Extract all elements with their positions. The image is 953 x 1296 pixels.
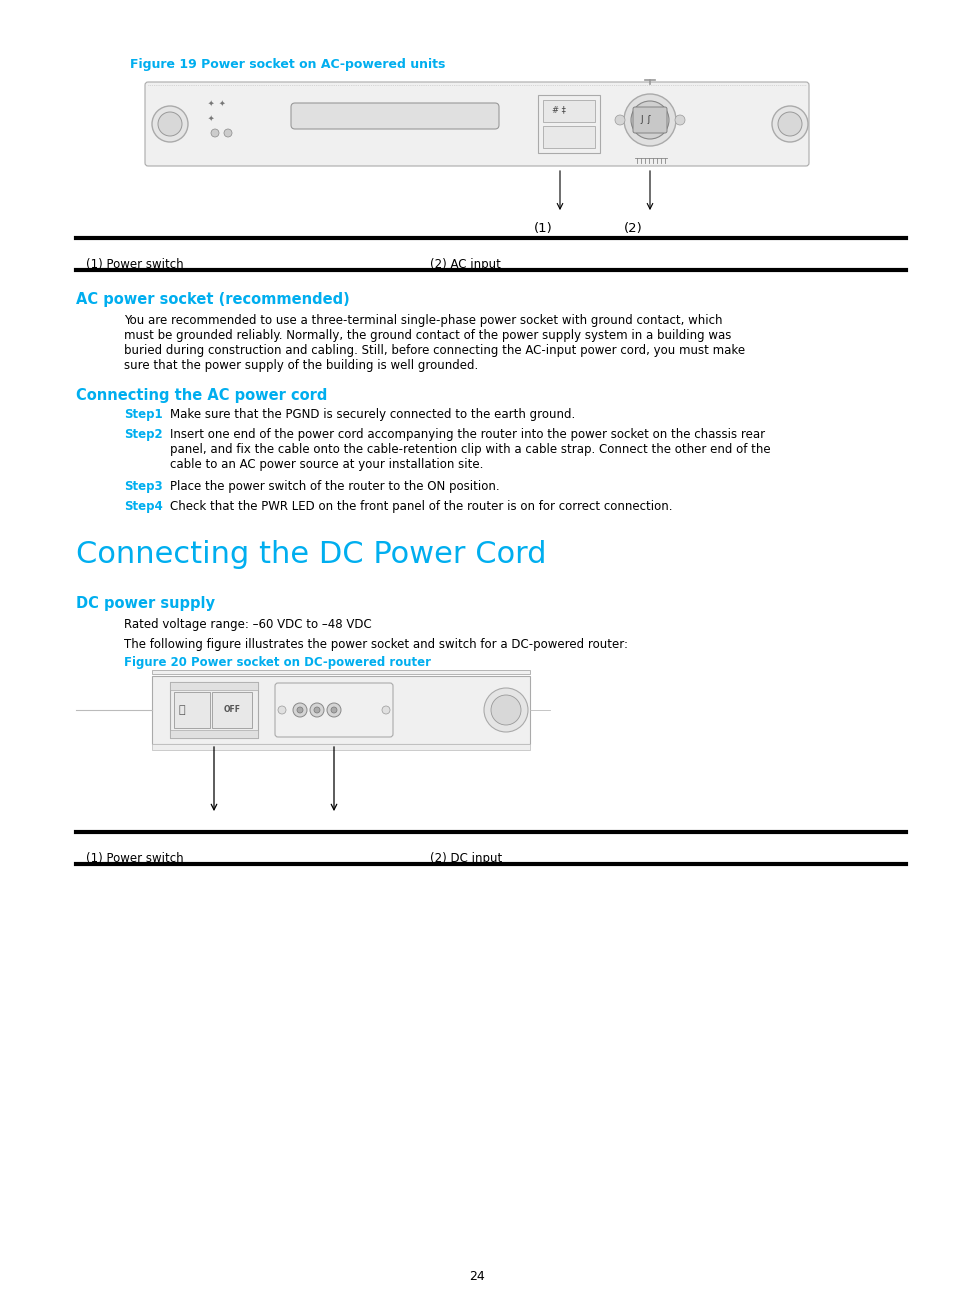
Circle shape: [381, 706, 390, 714]
Bar: [170, 730, 257, 737]
Circle shape: [771, 106, 807, 143]
Circle shape: [675, 115, 684, 124]
FancyBboxPatch shape: [274, 683, 393, 737]
Bar: [212, 692, 252, 728]
Text: Step1: Step1: [124, 408, 162, 421]
Text: OFF: OFF: [223, 705, 240, 714]
Circle shape: [224, 130, 232, 137]
Circle shape: [327, 702, 340, 717]
Circle shape: [483, 688, 527, 732]
FancyBboxPatch shape: [291, 102, 498, 130]
Text: Connecting the DC Power Cord: Connecting the DC Power Cord: [76, 540, 546, 569]
Text: DC power supply: DC power supply: [76, 596, 214, 610]
Circle shape: [152, 106, 188, 143]
Bar: [152, 670, 530, 674]
Text: Connecting the AC power cord: Connecting the AC power cord: [76, 388, 327, 403]
Circle shape: [293, 702, 307, 717]
Bar: [152, 677, 530, 744]
Circle shape: [296, 708, 303, 713]
Bar: [152, 744, 530, 750]
Text: ⏻: ⏻: [178, 705, 185, 715]
Text: Figure 19 Power socket on AC-powered units: Figure 19 Power socket on AC-powered uni…: [130, 58, 445, 71]
Text: Place the power switch of the router to the ON position.: Place the power switch of the router to …: [170, 480, 499, 492]
Text: ✦: ✦: [208, 114, 214, 123]
Text: AC power socket (recommended): AC power socket (recommended): [76, 292, 350, 307]
Text: (1): (1): [534, 222, 552, 235]
Text: Check that the PWR LED on the front panel of the router is on for correct connec: Check that the PWR LED on the front pane…: [170, 500, 672, 513]
Text: Step3: Step3: [124, 480, 162, 492]
Circle shape: [615, 115, 624, 124]
Circle shape: [491, 695, 520, 724]
Circle shape: [314, 708, 319, 713]
Text: ✦  ✦: ✦ ✦: [208, 98, 225, 108]
Circle shape: [211, 130, 219, 137]
Text: (1) Power switch: (1) Power switch: [86, 851, 183, 864]
Text: You are recommended to use a three-terminal single-phase power socket with groun: You are recommended to use a three-termi…: [124, 314, 744, 372]
Bar: [170, 682, 257, 689]
Circle shape: [331, 708, 336, 713]
Text: Step2: Step2: [124, 428, 162, 441]
Text: The following figure illustrates the power socket and switch for a DC-powered ro: The following figure illustrates the pow…: [124, 638, 627, 651]
Text: (1) Power switch: (1) Power switch: [86, 258, 183, 271]
Circle shape: [158, 111, 182, 136]
Circle shape: [277, 706, 286, 714]
Text: (2) DC input: (2) DC input: [430, 851, 501, 864]
Text: (2) AC input: (2) AC input: [430, 258, 500, 271]
Text: Rated voltage range: –60 VDC to –48 VDC: Rated voltage range: –60 VDC to –48 VDC: [124, 618, 372, 631]
Text: Step4: Step4: [124, 500, 163, 513]
Circle shape: [623, 95, 676, 146]
Bar: [542, 100, 595, 122]
Text: Make sure that the PGND is securely connected to the earth ground.: Make sure that the PGND is securely conn…: [170, 408, 575, 421]
Circle shape: [310, 702, 324, 717]
Bar: [537, 95, 599, 153]
Text: J  ʃ: J ʃ: [639, 115, 650, 124]
Circle shape: [630, 101, 668, 139]
FancyBboxPatch shape: [145, 82, 808, 166]
Bar: [542, 126, 595, 148]
Text: Figure 20 Power socket on DC-powered router: Figure 20 Power socket on DC-powered rou…: [124, 656, 431, 669]
Text: (2): (2): [623, 222, 642, 235]
Bar: [173, 692, 210, 728]
Text: # ‡: # ‡: [552, 105, 565, 114]
Bar: [170, 682, 257, 737]
Text: 24: 24: [469, 1270, 484, 1283]
Text: Insert one end of the power cord accompanying the router into the power socket o: Insert one end of the power cord accompa…: [170, 428, 770, 470]
FancyBboxPatch shape: [633, 108, 666, 133]
Circle shape: [778, 111, 801, 136]
